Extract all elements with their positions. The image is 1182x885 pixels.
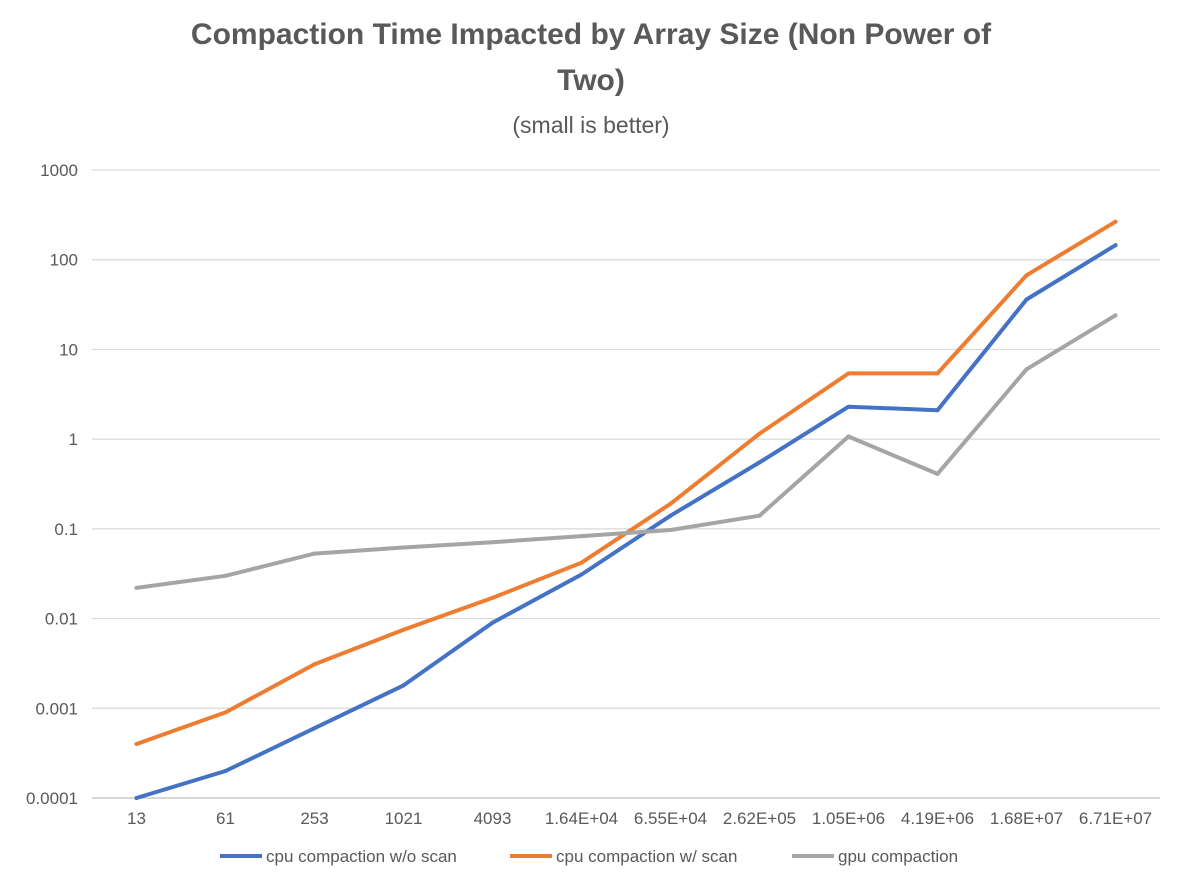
x-tick-label: 1021 [385, 809, 423, 828]
chart-subtitle: (small is better) [512, 112, 670, 138]
y-tick-label: 0.1 [54, 520, 78, 539]
data-point [134, 796, 139, 800]
y-tick-label: 1000 [40, 161, 78, 180]
data-point [401, 545, 406, 550]
series-line-3 [134, 313, 1118, 590]
x-axis-ticks: 13 61 253 1021 4093 1.64E+04 6.55E+04 2.62E+05 1… [127, 809, 1152, 828]
data-point [579, 560, 584, 565]
data-point [1113, 313, 1118, 318]
data-point [935, 408, 940, 413]
x-tick-label: 1.68E+07 [990, 809, 1063, 828]
series-line-1 [134, 243, 1118, 800]
data-point [579, 572, 584, 577]
data-point [1024, 297, 1029, 302]
data-point [312, 662, 317, 667]
data-point [668, 528, 673, 533]
x-tick-label: 1.05E+06 [812, 809, 885, 828]
data-point [401, 683, 406, 688]
data-point [223, 768, 228, 773]
series-lines [134, 219, 1118, 800]
y-tick-label: 0.01 [45, 610, 78, 629]
x-tick-label: 6.71E+07 [1079, 809, 1152, 828]
data-point [1024, 273, 1029, 278]
data-point [757, 431, 762, 436]
data-point [1113, 219, 1118, 224]
data-point [401, 627, 406, 632]
y-axis-ticks: 0.0001 0.001 0.01 0.1 1 10 100 1000 [26, 161, 78, 808]
data-point [1113, 243, 1118, 248]
data-point [490, 595, 495, 600]
series-line-2 [134, 219, 1118, 746]
data-point [935, 371, 940, 376]
data-point [223, 573, 228, 578]
x-tick-label: 4.19E+06 [901, 809, 974, 828]
data-point [935, 471, 940, 476]
legend-label: gpu compaction [838, 847, 958, 866]
data-point [846, 371, 851, 376]
data-point [312, 551, 317, 556]
y-tick-label: 1 [69, 430, 78, 449]
data-point [668, 501, 673, 506]
data-point [579, 534, 584, 539]
data-point [223, 710, 228, 715]
chart-title-line-2: Two) [557, 64, 625, 97]
y-tick-label: 10 [59, 340, 78, 359]
chart-title: Compaction Time Impacted by Array Size (… [190, 18, 992, 51]
grid-lines [92, 169, 1160, 799]
y-tick-label: 100 [50, 251, 78, 270]
data-point [312, 726, 317, 731]
x-tick-label: 2.62E+05 [723, 809, 796, 828]
data-point [757, 460, 762, 465]
y-tick-label: 0.0001 [26, 789, 78, 808]
legend-label: cpu compaction w/o scan [266, 847, 457, 866]
x-tick-label: 4093 [474, 809, 512, 828]
data-point [668, 513, 673, 518]
x-tick-label: 1.64E+04 [545, 809, 618, 828]
data-point [846, 404, 851, 409]
data-point [490, 540, 495, 545]
data-point [1024, 367, 1029, 372]
data-point [757, 513, 762, 518]
data-point [846, 434, 851, 439]
x-tick-label: 61 [216, 809, 235, 828]
x-tick-label: 6.55E+04 [634, 809, 707, 828]
legend: cpu compaction w/o scan cpu compaction w/… [220, 847, 958, 866]
data-point [134, 585, 139, 590]
data-point [490, 620, 495, 625]
x-tick-label: 253 [300, 809, 328, 828]
y-tick-label: 0.001 [35, 699, 78, 718]
legend-label: cpu compaction w/ scan [556, 847, 737, 866]
x-tick-label: 13 [127, 809, 146, 828]
data-point [134, 741, 139, 746]
